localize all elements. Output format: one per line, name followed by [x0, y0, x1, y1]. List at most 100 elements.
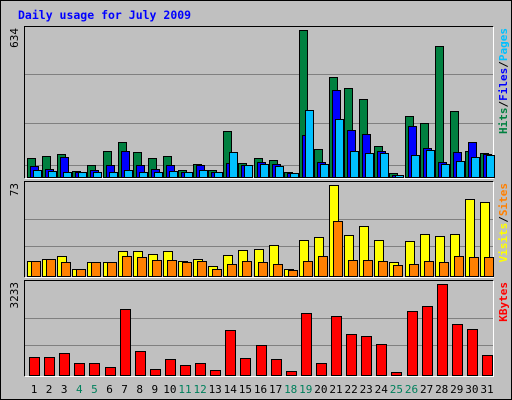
bar-kbytes-day-21: [331, 316, 342, 376]
bar-sites-day-15: [242, 261, 252, 277]
plot-border-shadow: [24, 280, 494, 377]
bar-kbytes-day-15: [240, 358, 251, 376]
bar-kbytes-day-13: [210, 370, 221, 376]
day-label-4: 4: [76, 383, 83, 396]
bar-sites-day-7: [122, 256, 132, 277]
bar-sites-day-17: [273, 264, 283, 277]
bar-kbytes-day-4: [74, 363, 85, 376]
day-label-22: 22: [344, 383, 357, 396]
bar-kbytes-day-29: [452, 324, 463, 376]
bar-kbytes-day-14: [225, 330, 236, 376]
day-label-2: 2: [46, 383, 53, 396]
bar-sites-day-18: [288, 270, 298, 277]
bar-pages-day-6: [109, 172, 118, 178]
day-label-12: 12: [193, 383, 206, 396]
bar-sites-day-9: [152, 260, 162, 277]
legend-entry: Visits: [497, 223, 510, 263]
bar-pages-day-28: [441, 164, 450, 178]
bar-kbytes-day-6: [105, 367, 116, 376]
plot-border-highlight: [24, 181, 494, 278]
y-max-label: 3233: [8, 282, 21, 309]
panel-visits-sites: 73 Visits/Sites: [8, 181, 510, 278]
bar-kbytes-day-16: [256, 345, 267, 376]
legend-entry: Files: [497, 68, 510, 101]
bar-kbytes-day-26: [407, 311, 418, 376]
day-label-30: 30: [465, 383, 478, 396]
plot-border-shadow: [24, 26, 494, 179]
bar-pages-day-15: [244, 165, 253, 178]
y-max-label: 73: [8, 183, 21, 196]
bar-pages-day-11: [184, 172, 193, 178]
bar-pages-day-7: [124, 170, 133, 178]
bar-kbytes-day-25: [391, 372, 402, 376]
y-max-label: 634: [8, 28, 21, 48]
bar-sites-day-30: [469, 257, 479, 277]
day-label-28: 28: [435, 383, 448, 396]
legend: Visits/Sites: [497, 183, 510, 263]
bar-sites-day-3: [61, 262, 71, 277]
bar-pages-day-16: [260, 164, 269, 178]
bar-kbytes-day-5: [89, 363, 100, 376]
bar-sites-day-29: [454, 256, 464, 277]
bar-pages-day-8: [139, 172, 148, 178]
bar-sites-day-6: [107, 262, 117, 277]
legend-entry: Hits: [497, 108, 510, 135]
bar-kbytes-day-8: [135, 351, 146, 376]
day-label-1: 1: [31, 383, 38, 396]
bar-pages-day-31: [486, 155, 495, 178]
day-label-16: 16: [254, 383, 267, 396]
day-label-23: 23: [360, 383, 373, 396]
bar-kbytes-day-9: [150, 369, 161, 376]
chart-title: Daily usage for July 2009: [18, 8, 191, 22]
bar-kbytes-day-2: [44, 357, 55, 376]
bar-sites-day-12: [197, 261, 207, 277]
legend-entry: /: [497, 216, 510, 223]
legend-entry: Sites: [497, 183, 510, 216]
bar-pages-day-13: [214, 172, 223, 178]
bar-kbytes-day-31: [482, 355, 493, 376]
bar-pages-day-19: [305, 110, 314, 178]
bar-kbytes-day-7: [120, 309, 131, 376]
bar-kbytes-day-22: [346, 334, 357, 376]
bar-pages-day-20: [320, 164, 329, 178]
bar-pages-day-18: [290, 173, 299, 178]
day-label-10: 10: [163, 383, 176, 396]
bar-kbytes-day-18: [286, 371, 297, 376]
bar-kbytes-day-23: [361, 336, 372, 376]
bar-sites-day-20: [318, 256, 328, 277]
bar-sites-day-11: [182, 262, 192, 277]
bar-pages-day-29: [456, 161, 465, 178]
bar-pages-day-26: [411, 155, 420, 178]
day-label-3: 3: [61, 383, 68, 396]
bar-sites-day-21: [333, 221, 343, 277]
day-label-13: 13: [209, 383, 222, 396]
day-label-27: 27: [420, 383, 433, 396]
bar-pages-day-1: [33, 170, 42, 178]
bar-pages-day-12: [199, 170, 208, 178]
bar-sites-day-4: [76, 269, 86, 277]
bar-sites-day-8: [137, 257, 147, 277]
plot-border-shadow: [24, 181, 494, 278]
bar-kbytes-day-12: [195, 363, 206, 376]
bar-kbytes-day-1: [29, 357, 40, 376]
bar-sites-day-25: [393, 265, 403, 277]
day-label-6: 6: [106, 383, 113, 396]
day-label-25: 25: [390, 383, 403, 396]
bar-sites-day-5: [91, 262, 101, 277]
bar-sites-day-2: [46, 259, 56, 277]
day-label-31: 31: [480, 383, 493, 396]
day-label-15: 15: [239, 383, 252, 396]
bar-sites-day-10: [167, 260, 177, 277]
bar-pages-day-17: [275, 166, 284, 178]
legend-entry: Pages: [497, 28, 510, 61]
bar-sites-day-13: [212, 269, 222, 277]
legend-entry: /: [497, 101, 510, 108]
bar-sites-day-16: [258, 262, 268, 277]
bar-sites-day-27: [424, 261, 434, 277]
plot-border-highlight: [24, 280, 494, 377]
bar-sites-day-28: [439, 262, 449, 277]
bar-kbytes-day-27: [422, 306, 433, 376]
